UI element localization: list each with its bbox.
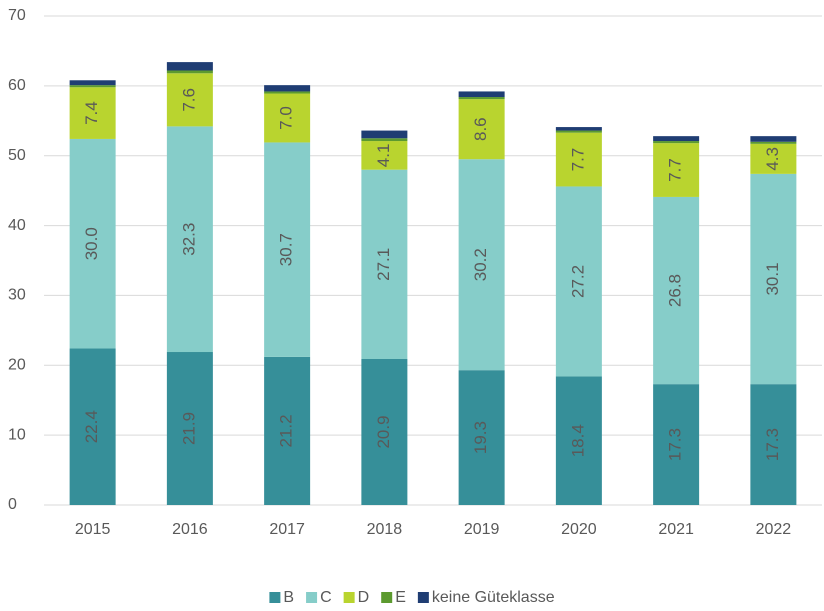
y-tick-label: 20 xyxy=(8,357,26,374)
x-tick-label: 2018 xyxy=(367,521,403,538)
bar-segment xyxy=(166,62,213,71)
x-tick-label: 2021 xyxy=(658,521,694,538)
data-label: 18.4 xyxy=(568,424,587,457)
bar-segment xyxy=(264,85,311,92)
bar-segment xyxy=(69,85,116,88)
bar-segment xyxy=(69,138,116,349)
data-label: 17.3 xyxy=(666,428,685,461)
bar-segment xyxy=(264,142,311,357)
x-tick-label: 2016 xyxy=(172,521,208,538)
data-label: 21.2 xyxy=(277,414,296,447)
data-label: 7.7 xyxy=(666,158,685,182)
legend-swatch xyxy=(343,592,355,603)
legend-label: keine Güteklasse xyxy=(432,589,555,606)
y-tick-label: 60 xyxy=(8,77,26,94)
y-tick-label: 70 xyxy=(8,7,26,24)
data-label: 22.4 xyxy=(82,410,101,443)
data-label: 20.9 xyxy=(374,415,393,448)
y-tick-label: 0 xyxy=(8,496,17,513)
legend-label: D xyxy=(358,589,370,606)
bar-segment xyxy=(361,130,408,139)
data-label: 8.6 xyxy=(471,117,490,141)
bar-segment xyxy=(458,159,505,371)
x-tick-label: 2022 xyxy=(756,521,792,538)
legend-swatch xyxy=(381,592,393,603)
bar-segment xyxy=(361,138,408,142)
data-label: 4.1 xyxy=(374,144,393,168)
bar-segment xyxy=(653,196,700,385)
bar-segment xyxy=(750,136,797,142)
bar-segment xyxy=(361,169,408,359)
bar-segment xyxy=(166,70,213,74)
bar-segment xyxy=(555,127,602,131)
legend-swatch xyxy=(417,592,429,603)
data-label: 30.7 xyxy=(277,233,296,266)
data-label: 27.2 xyxy=(568,265,587,298)
x-tick-label: 2017 xyxy=(269,521,305,538)
bar-segment xyxy=(750,141,797,144)
bar-segment xyxy=(653,136,700,142)
bar-segment xyxy=(166,352,213,505)
data-label: 7.7 xyxy=(568,148,587,172)
bar-segment xyxy=(653,143,700,197)
bar-segment xyxy=(555,376,602,505)
bar-segment xyxy=(361,358,408,505)
bar-segment xyxy=(69,80,116,86)
data-label: 7.0 xyxy=(277,106,296,130)
bar-segment xyxy=(264,356,311,505)
legend-label: C xyxy=(320,589,332,606)
bar-segment xyxy=(264,91,311,94)
data-label: 30.2 xyxy=(471,248,490,281)
legend-label: E xyxy=(395,589,406,606)
bar-segment xyxy=(750,173,797,385)
data-label: 27.1 xyxy=(374,248,393,281)
x-tick-label: 2015 xyxy=(75,521,111,538)
data-label: 7.6 xyxy=(179,88,198,112)
bar-segment xyxy=(458,370,505,505)
data-label: 17.3 xyxy=(763,428,782,461)
bar-segment xyxy=(264,93,311,143)
y-tick-label: 30 xyxy=(8,287,26,304)
bar-segment xyxy=(166,126,213,353)
data-label: 21.9 xyxy=(179,412,198,445)
data-label: 19.3 xyxy=(471,421,490,454)
bar-segment xyxy=(653,141,700,144)
data-label: 7.4 xyxy=(82,101,101,125)
bar-segment xyxy=(555,132,602,187)
data-label: 30.1 xyxy=(763,262,782,295)
bar-segment xyxy=(458,91,505,98)
bar-segment xyxy=(69,87,116,139)
data-label: 26.8 xyxy=(666,274,685,307)
data-label: 32.3 xyxy=(179,223,198,256)
bar-segment xyxy=(458,99,505,160)
bar-segment xyxy=(69,348,116,505)
bar-segment xyxy=(361,141,408,170)
bar-segment xyxy=(458,97,505,100)
bar-segment xyxy=(653,384,700,505)
x-tick-label: 2019 xyxy=(464,521,500,538)
x-tick-label: 2020 xyxy=(561,521,597,538)
y-tick-label: 10 xyxy=(8,426,26,443)
y-tick-label: 50 xyxy=(8,147,26,164)
data-label: 4.3 xyxy=(763,147,782,171)
legend-swatch xyxy=(269,592,281,603)
legend-label: B xyxy=(283,589,294,606)
y-tick-label: 40 xyxy=(8,217,26,234)
bar-segment xyxy=(750,384,797,505)
bar-segment xyxy=(555,186,602,377)
legend-swatch xyxy=(306,592,318,603)
bar-segment xyxy=(555,130,602,133)
data-label: 30.0 xyxy=(82,227,101,260)
bar-segment xyxy=(166,73,213,127)
bar-segment xyxy=(750,143,797,174)
